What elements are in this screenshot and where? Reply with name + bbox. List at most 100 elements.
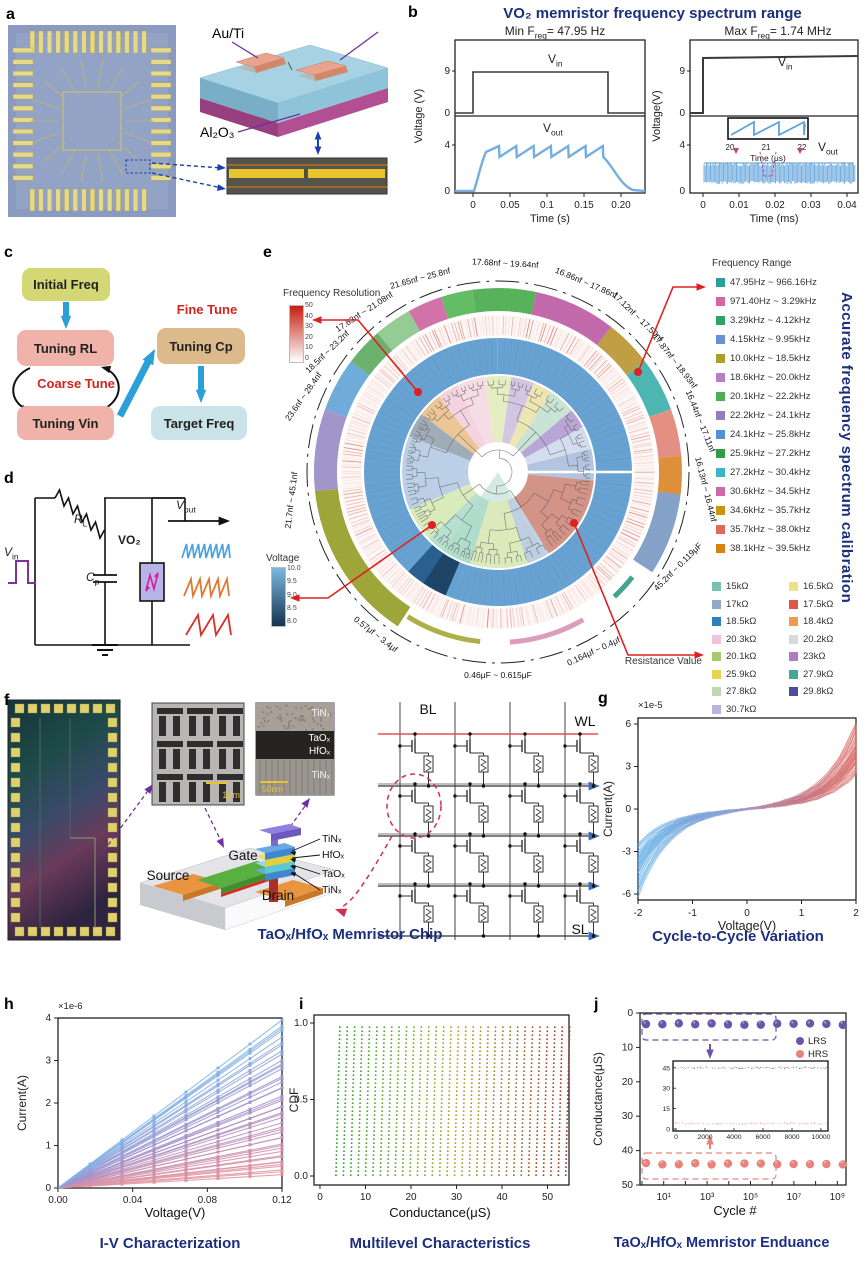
cdf-level-line bbox=[349, 1024, 356, 1177]
cp-label: Cp bbox=[86, 570, 100, 587]
panel-i-xlabel: Conductance(μS) bbox=[389, 1205, 491, 1220]
legend-label: 17.5kΩ bbox=[803, 598, 834, 610]
resistance-legend-col1: 15kΩ 17kΩ 18.5kΩ 20.3kΩ 20.1kΩ 25.9kΩ 27.8kΩ 30… bbox=[712, 578, 756, 718]
au-ti-label: Au/Ti bbox=[212, 25, 244, 41]
iv-trace bbox=[57, 1126, 283, 1189]
flow-fine-tune: Fine Tune bbox=[176, 302, 238, 317]
lrs-point bbox=[674, 1019, 683, 1028]
arrowhead bbox=[290, 865, 297, 870]
legend-swatch bbox=[716, 430, 725, 439]
tick-label: 22 bbox=[798, 143, 807, 152]
colorbar-tick: 40 bbox=[305, 312, 313, 320]
legend-label-lrs: LRS bbox=[808, 1036, 826, 1047]
cdf-level-line bbox=[342, 1024, 349, 1177]
axes bbox=[639, 1012, 847, 1186]
ring-segment bbox=[507, 497, 549, 564]
inset-box bbox=[672, 1060, 829, 1132]
cdf-level-line bbox=[424, 1024, 430, 1177]
arrowhead bbox=[218, 516, 230, 526]
ring-segment bbox=[377, 311, 420, 351]
legend-swatch bbox=[716, 278, 725, 287]
legend-item: 18.5kΩ bbox=[712, 613, 756, 631]
tem-layer-label: TiNₓ bbox=[312, 770, 331, 781]
flow-target-freq: Target Freq bbox=[151, 406, 247, 440]
panel-f-art: 1μm TiNₓ TaOₓ HfOₓ TiNₓ 50nm Source Gate Drain Ti… bbox=[7, 699, 600, 941]
tick-label: 0.1 bbox=[540, 200, 554, 211]
tick-label: 0 bbox=[674, 1134, 678, 1141]
legend-label: 24.1kHz ~ 25.8kHz bbox=[730, 429, 811, 440]
vin-trace bbox=[455, 71, 645, 114]
arrowhead bbox=[290, 858, 297, 863]
tick-label: 8000 bbox=[784, 1134, 799, 1141]
legend-swatch bbox=[716, 449, 725, 458]
ring-segment bbox=[351, 333, 393, 376]
gate-label: Gate bbox=[228, 848, 257, 863]
lrs-point bbox=[756, 1020, 765, 1029]
device-3d-schematic bbox=[139, 824, 336, 931]
iv-trace bbox=[57, 1171, 283, 1189]
legend-item: 22.2kHz ~ 24.1kHz bbox=[716, 406, 817, 425]
panel-d-circuit bbox=[8, 487, 232, 656]
arrowhead bbox=[217, 164, 226, 171]
tick-label: 2 bbox=[853, 908, 859, 919]
legend-item: 20.1kHz ~ 22.2kHz bbox=[716, 387, 817, 406]
ring-segment bbox=[472, 288, 537, 315]
arrowhead bbox=[312, 316, 322, 324]
voltage-colorbar bbox=[271, 567, 286, 627]
hrs-point bbox=[658, 1160, 667, 1169]
legend-swatch bbox=[716, 525, 725, 534]
legend-item: 27.2kHz ~ 30.4kHz bbox=[716, 463, 817, 482]
tick-label: 10³ bbox=[700, 1192, 715, 1203]
legend-swatch bbox=[716, 506, 725, 515]
al2o3-layer bbox=[200, 98, 278, 137]
cdf-level-line bbox=[394, 1024, 401, 1177]
panel-g-label: g bbox=[598, 690, 608, 707]
cdf-level-line bbox=[438, 1024, 445, 1177]
legend-item: 29.8kΩ bbox=[789, 683, 833, 701]
ring-segment bbox=[408, 544, 444, 584]
mid-wave-glyph bbox=[183, 575, 230, 600]
tick-label: -3 bbox=[622, 847, 631, 858]
voltage-legend-title: Voltage bbox=[266, 553, 300, 564]
panel-e-label: e bbox=[263, 244, 272, 261]
lrs-point bbox=[723, 1020, 733, 1029]
ring-segment bbox=[441, 289, 476, 319]
tick-label: 50 bbox=[542, 1192, 554, 1203]
arrowhead bbox=[216, 184, 226, 191]
lrs-point bbox=[658, 1020, 667, 1029]
lrs-point bbox=[838, 1020, 847, 1030]
legend-label: 27.2kHz ~ 30.4kHz bbox=[730, 467, 811, 478]
tick-label: 3 bbox=[45, 1056, 51, 1067]
legend-label: 35.7kHz ~ 38.0kHz bbox=[730, 524, 811, 535]
legend-item: 23kΩ bbox=[789, 648, 833, 666]
lrs-point bbox=[707, 1019, 716, 1028]
hrs-point bbox=[641, 1158, 651, 1168]
hrs-point bbox=[838, 1160, 847, 1169]
hrs-point bbox=[805, 1160, 815, 1169]
rl-label: RL bbox=[74, 512, 88, 529]
tick-label: 0.02 bbox=[765, 200, 785, 211]
freq-range-legend-title: Frequency Range bbox=[712, 258, 792, 269]
freq-res-colorbar bbox=[289, 305, 304, 363]
cdf-level-line bbox=[357, 1024, 363, 1177]
arrowhead bbox=[144, 784, 153, 794]
lrs-point bbox=[773, 1019, 782, 1028]
ring-segment bbox=[513, 474, 594, 554]
b-left-subtitle: Min Freq= 47.95 Hz bbox=[504, 24, 606, 41]
panel-c-arrows bbox=[12, 302, 207, 418]
flow-tuning-cp: Tuning Cp bbox=[157, 328, 245, 364]
legend-item: 47.95Hz ~ 966.16Hz bbox=[716, 273, 817, 292]
y-axis-label: Conductance(μS) bbox=[591, 1052, 605, 1146]
resistance-legend-col2: 16.5kΩ 17.5kΩ 18.4kΩ 20.2kΩ 23kΩ 27.9kΩ 29.8kΩ bbox=[789, 578, 833, 701]
stack-layer-label: TiNₓ bbox=[322, 884, 342, 896]
cdf-level-line bbox=[535, 1024, 541, 1177]
legend-dot-lrs bbox=[796, 1037, 804, 1045]
arrowhead bbox=[301, 798, 310, 808]
legend-label: 30.6kHz ~ 34.5kHz bbox=[730, 486, 811, 497]
cdf-level-line bbox=[431, 1024, 438, 1177]
tick-label: 10⁹ bbox=[830, 1192, 845, 1203]
tick-label: 0 bbox=[627, 1008, 633, 1019]
legend-label: 4.15kHz ~ 9.95kHz bbox=[730, 334, 811, 345]
legend-item: 10.0kHz ~ 18.5kHz bbox=[716, 349, 817, 368]
x-axis-label: Voltage(V) bbox=[718, 919, 776, 933]
